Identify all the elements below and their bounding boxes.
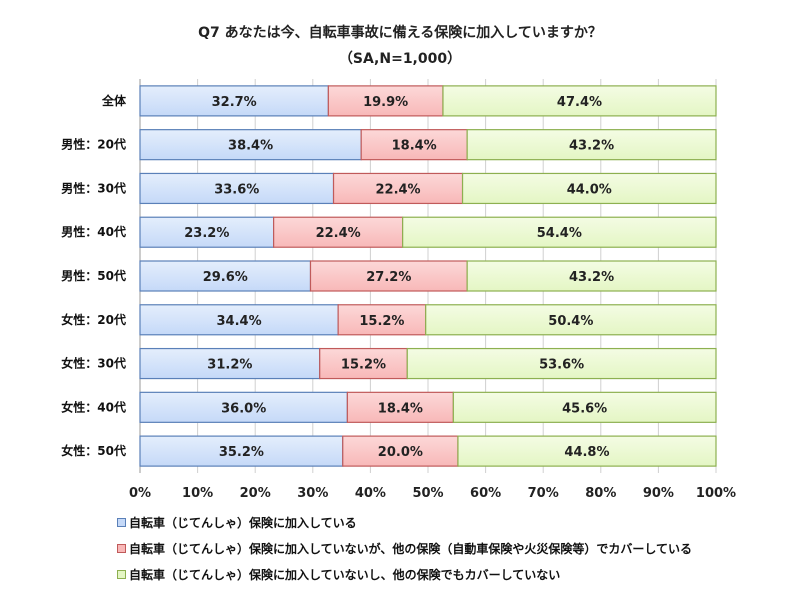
data-label: 36.0%: [221, 401, 266, 416]
data-label: 50.4%: [548, 314, 593, 329]
category-label: 女性：30代: [61, 356, 126, 371]
bar-segment: [139, 391, 348, 423]
bar-segment: [139, 260, 312, 292]
x-tick-label: 90%: [643, 486, 674, 501]
x-tick-label: 30%: [297, 486, 328, 501]
legend-label: 自転車（じてんしゃ）保険に加入している: [129, 516, 357, 530]
data-label: 18.4%: [378, 401, 423, 416]
data-label: 33.6%: [214, 182, 259, 197]
bar-segment: [406, 347, 717, 380]
data-label: 43.2%: [569, 270, 614, 285]
x-tick-label: 10%: [182, 486, 213, 501]
bar-segment: [346, 391, 454, 423]
bar-segment: [139, 85, 329, 117]
data-label: 20.0%: [378, 445, 423, 460]
data-label: 19.9%: [363, 95, 408, 110]
category-label: 男性：50代: [61, 268, 126, 283]
bar-segment: [442, 85, 717, 117]
x-tick-label: 40%: [355, 486, 386, 501]
chart-title: Q7 あなたは今、自転車事故に備える保険に加入していますか？: [198, 25, 602, 41]
legend-swatch: [117, 544, 126, 553]
bar-segment: [342, 435, 459, 467]
x-tick-label: 20%: [240, 486, 271, 501]
bar-segment: [332, 172, 464, 205]
data-label: 29.6%: [203, 270, 248, 285]
data-label: 53.6%: [539, 358, 584, 373]
legend-label: 自転車（じてんしゃ）保険に加入していないし、他の保険でもカバーしていない: [129, 568, 561, 582]
bar-segment: [139, 347, 321, 380]
bar-segment: [360, 129, 468, 161]
data-label: 43.2%: [569, 139, 614, 154]
data-label: 35.2%: [219, 445, 264, 460]
legend-item: 自転車（じてんしゃ）保険に加入している: [117, 514, 357, 531]
data-label: 45.6%: [562, 401, 607, 416]
x-tick-label: 50%: [412, 486, 443, 501]
bar-segment: [402, 216, 717, 248]
chart-subtitle: （SA,N=1,000）: [338, 51, 462, 67]
data-label: 32.7%: [212, 95, 257, 110]
category-label: 男性：20代: [61, 137, 126, 152]
category-label: 男性：40代: [61, 224, 126, 239]
bar-segment: [139, 304, 339, 336]
bar-segment: [309, 260, 468, 292]
bar-segment: [457, 435, 717, 467]
bar-segment: [425, 304, 717, 336]
data-label: 18.4%: [392, 139, 437, 154]
legend-item: 自転車（じてんしゃ）保険に加入していないし、他の保険でもカバーしていない: [117, 566, 560, 583]
data-label: 15.2%: [341, 358, 386, 373]
data-label: 15.2%: [359, 314, 404, 329]
bar-segment: [139, 216, 275, 248]
category-label: 女性：40代: [61, 399, 126, 414]
bar-segment: [461, 172, 717, 205]
data-label: 38.4%: [228, 139, 273, 154]
bar-segment: [337, 304, 427, 336]
bar-segment: [139, 129, 362, 161]
x-tick-label: 60%: [470, 486, 501, 501]
category-label: 全体: [101, 93, 127, 108]
legend-label: 自転車（じてんしゃ）保険に加入していないが、他の保険（自動車保険や火災保険等）で…: [129, 542, 693, 556]
data-label: 23.2%: [184, 226, 229, 241]
legend-swatch: [117, 518, 126, 527]
category-label: 女性：50代: [61, 443, 126, 458]
legend-swatch: [117, 570, 126, 579]
bar-segment: [319, 347, 408, 380]
bar-segment: [273, 216, 404, 248]
bar-segment: [139, 435, 344, 467]
data-label: 22.4%: [375, 182, 420, 197]
data-label: 44.8%: [564, 445, 609, 460]
legend-item: 自転車（じてんしゃ）保険に加入していないが、他の保険（自動車保険や火災保険等）で…: [117, 540, 692, 557]
data-label: 44.0%: [567, 182, 612, 197]
bar-segment: [466, 129, 717, 161]
data-label: 34.4%: [217, 314, 262, 329]
data-label: 54.4%: [537, 226, 582, 241]
category-label: 男性：30代: [61, 180, 126, 195]
data-label: 31.2%: [207, 358, 252, 373]
x-tick-label: 80%: [585, 486, 616, 501]
x-tick-label: 70%: [528, 486, 559, 501]
x-tick-label: 100%: [696, 486, 736, 501]
data-label: 22.4%: [316, 226, 361, 241]
data-label: 27.2%: [366, 270, 411, 285]
bar-segment: [466, 260, 717, 292]
x-tick-label: 0%: [129, 486, 151, 501]
data-label: 47.4%: [557, 95, 602, 110]
bar-segment: [452, 391, 717, 423]
category-label: 女性：20代: [61, 312, 126, 327]
